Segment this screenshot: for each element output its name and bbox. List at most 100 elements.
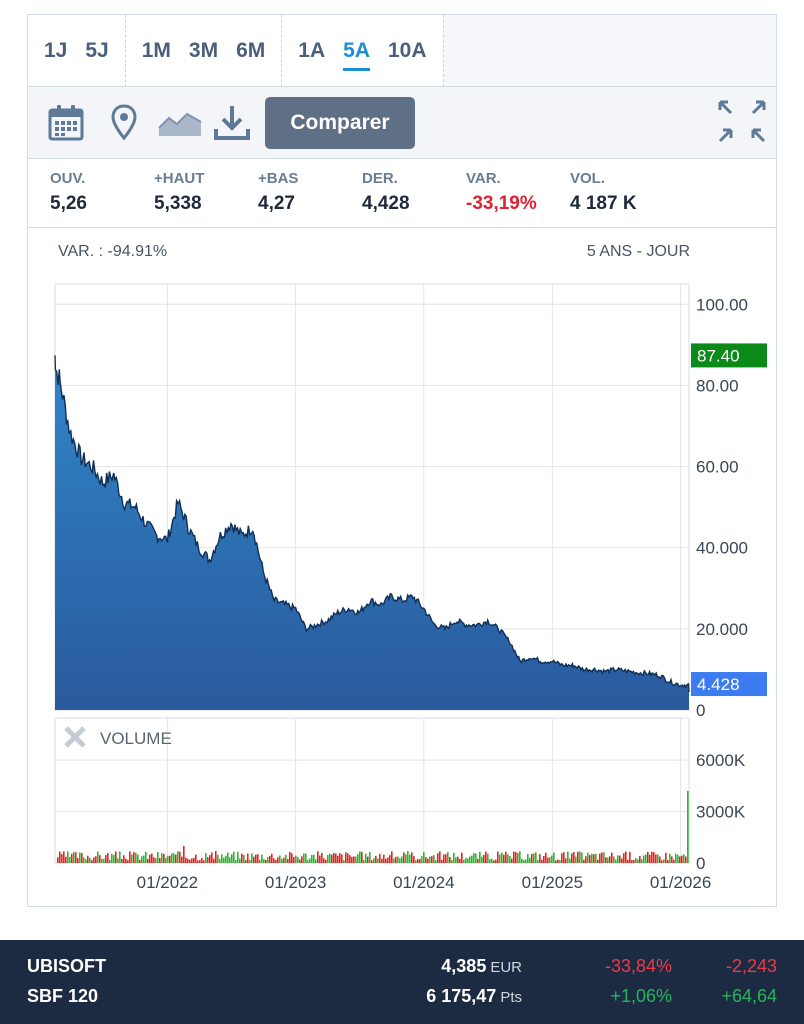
compare-button[interactable]: Comparer	[265, 97, 415, 149]
stat-label: DER.	[362, 170, 398, 187]
volume-bar	[81, 852, 83, 863]
volume-bar	[377, 858, 379, 863]
volume-bar	[407, 851, 409, 863]
volume-bar	[359, 851, 361, 863]
volume-bar	[317, 851, 319, 863]
ticker-footer: UBISOFT 4,385 EUR -33,84% -2,243 SBF 120 6 175…	[0, 940, 804, 1024]
stat-label: +BAS	[258, 170, 299, 187]
volume-bar	[205, 853, 207, 863]
period-button-1a[interactable]: 1A	[298, 39, 326, 62]
volume-bar	[619, 855, 621, 863]
volume-bar	[431, 856, 433, 863]
volume-bar	[511, 858, 513, 863]
ticker-name[interactable]: UBISOFT	[27, 956, 106, 976]
volume-bar	[151, 853, 153, 863]
volume-bar	[555, 860, 557, 863]
x-tick-label: 01/2023	[265, 873, 326, 892]
volume-bar	[595, 853, 597, 863]
volume-bar	[673, 859, 675, 863]
period-button-10a[interactable]: 10A	[388, 39, 427, 62]
volume-bar	[395, 856, 397, 863]
volume-bar	[67, 851, 69, 863]
volume-bar	[501, 852, 503, 863]
volume-bar	[361, 851, 363, 863]
volume-bar	[191, 858, 193, 863]
volume-bar	[671, 856, 673, 863]
volume-bar	[185, 857, 187, 863]
volume-bar	[89, 857, 91, 863]
price-chart[interactable]: 100.0080.0060.0040.00020.000087.404.428V…	[28, 228, 776, 908]
period-button-1m[interactable]: 1M	[141, 39, 171, 62]
volume-bar	[561, 853, 563, 863]
period-button-5a[interactable]: 5A	[343, 33, 370, 71]
volume-bar	[131, 854, 133, 863]
volume-bar	[99, 855, 101, 863]
ticker-name[interactable]: SBF 120	[27, 986, 99, 1006]
area-chart-icon[interactable]	[156, 101, 204, 145]
volume-bar	[327, 855, 329, 863]
ticker-row[interactable]: UBISOFT 4,385 EUR -33,84% -2,243	[0, 956, 804, 986]
ticker-unit: Pts	[500, 989, 522, 1006]
volume-bar	[531, 854, 533, 863]
high-marker	[691, 343, 767, 368]
volume-bar	[95, 856, 97, 863]
ticker-change: +64,64	[721, 986, 777, 1006]
volume-bar	[357, 854, 359, 863]
period-button-1j[interactable]: 1J	[44, 39, 68, 62]
volume-bar	[537, 860, 539, 863]
period-button-3m[interactable]: 3M	[188, 39, 219, 62]
volume-bar	[301, 856, 303, 863]
volume-bar	[57, 857, 59, 863]
volume-bar	[485, 851, 487, 863]
volume-bar	[683, 854, 685, 863]
expand-icon[interactable]	[716, 99, 768, 145]
volume-bar	[569, 858, 571, 863]
volume-bar	[613, 856, 615, 863]
volume-bar	[521, 858, 523, 863]
volume-bar	[207, 857, 209, 863]
volume-bar	[219, 859, 221, 863]
volume-bar	[645, 854, 647, 863]
volume-bar	[665, 852, 667, 863]
volume-bar	[483, 854, 485, 863]
volume-bar	[149, 854, 151, 863]
volume-bar	[73, 851, 75, 863]
volume-bar	[197, 860, 199, 863]
stat-0: OUV. 5,26	[50, 170, 87, 215]
volume-bar	[165, 857, 167, 863]
volume-bar	[647, 851, 649, 863]
volume-bar	[287, 859, 289, 863]
volume-bar	[467, 858, 469, 863]
volume-ytick: 6000K	[696, 751, 746, 770]
ticker-percent: -33,84%	[604, 956, 672, 976]
volume-bar	[663, 859, 665, 863]
volume-bar	[385, 858, 387, 863]
volume-bar	[399, 858, 401, 863]
volume-bar	[519, 851, 521, 863]
volume-bar	[447, 852, 449, 863]
volume-bar	[313, 854, 315, 863]
volume-bar	[417, 858, 419, 863]
volume-bar	[65, 856, 67, 863]
volume-bar	[409, 854, 411, 863]
volume-bar	[305, 853, 307, 863]
download-icon[interactable]	[210, 101, 254, 145]
x-tick-label: 01/2025	[522, 873, 583, 892]
period-button-5j[interactable]: 5J	[85, 39, 109, 62]
high-marker-label: 87.40	[697, 346, 740, 365]
volume-bar	[367, 856, 369, 863]
volume-bar	[325, 859, 327, 863]
price-line	[54, 355, 690, 693]
period-button-6m[interactable]: 6M	[236, 39, 266, 62]
calendar-icon[interactable]	[44, 101, 88, 145]
volume-bar	[267, 857, 269, 863]
volume-panel	[54, 717, 690, 864]
volume-bar	[389, 855, 391, 863]
volume-bar	[349, 855, 351, 863]
pin-icon[interactable]	[102, 101, 146, 145]
volume-bar	[241, 853, 243, 863]
volume-bar	[661, 860, 663, 863]
ticker-unit: EUR	[490, 959, 522, 976]
ticker-row[interactable]: SBF 120 6 175,47 Pts +1,06% +64,64	[0, 986, 804, 1016]
volume-bar	[247, 853, 249, 863]
